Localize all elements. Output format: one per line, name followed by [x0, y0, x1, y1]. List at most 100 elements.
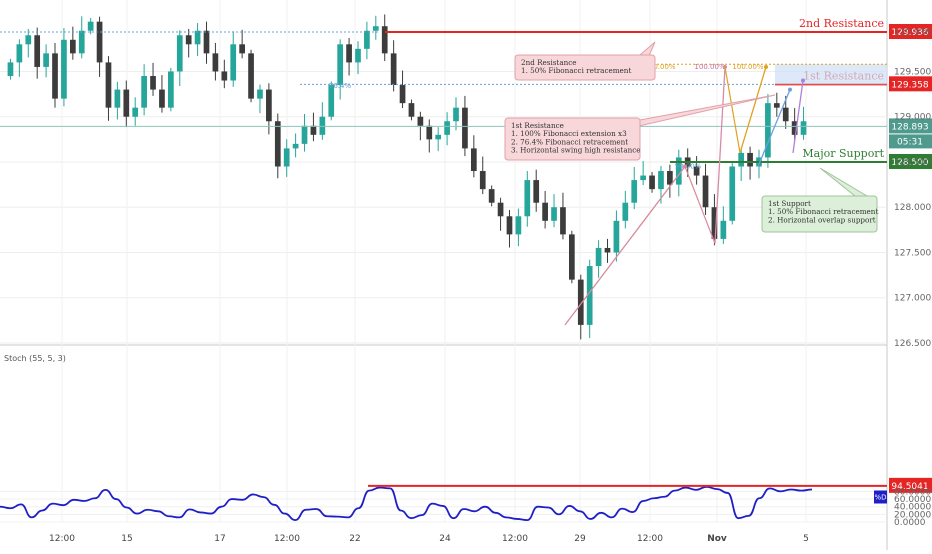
candle[interactable]	[453, 97, 459, 131]
candle[interactable]	[283, 139, 290, 177]
candle[interactable]	[337, 39, 344, 100]
candle[interactable]	[185, 28, 192, 58]
candle[interactable]	[667, 164, 673, 198]
candle[interactable]	[328, 81, 335, 121]
candle[interactable]	[114, 81, 121, 120]
candle[interactable]	[515, 208, 522, 247]
candle[interactable]	[248, 49, 254, 103]
candle[interactable]	[132, 97, 139, 126]
candle[interactable]	[274, 113, 281, 179]
candle[interactable]	[738, 147, 745, 181]
candle[interactable]	[105, 56, 112, 121]
candle[interactable]	[426, 119, 433, 153]
candle[interactable]	[292, 133, 299, 158]
candle[interactable]	[604, 238, 611, 263]
candles[interactable]	[7, 14, 807, 340]
candle[interactable]	[52, 42, 58, 108]
candle[interactable]	[720, 206, 727, 244]
level-price-text: 129.358	[891, 80, 928, 90]
candle[interactable]	[194, 23, 201, 57]
candle[interactable]	[497, 197, 504, 231]
candle[interactable]	[257, 84, 263, 114]
candle[interactable]	[168, 67, 174, 112]
candle[interactable]	[560, 192, 566, 240]
candle[interactable]	[675, 149, 682, 197]
candle[interactable]	[230, 31, 237, 87]
candle[interactable]	[25, 28, 32, 58]
candle[interactable]	[301, 114, 308, 152]
candle-body	[221, 71, 228, 81]
candle[interactable]	[542, 190, 548, 229]
candle[interactable]	[212, 42, 219, 81]
candle[interactable]	[613, 210, 620, 262]
candle[interactable]	[203, 21, 210, 64]
candle[interactable]	[506, 209, 513, 248]
candle[interactable]	[631, 166, 638, 210]
candle[interactable]	[595, 240, 602, 278]
candle[interactable]	[399, 70, 406, 109]
candle-body	[96, 21, 103, 63]
candle[interactable]	[123, 80, 130, 128]
stochastic-pane: 94.5041 %D	[0, 477, 932, 521]
candle-body	[123, 89, 130, 117]
current-price-tag	[889, 118, 932, 134]
candle[interactable]	[390, 40, 397, 92]
candle[interactable]	[319, 102, 326, 140]
candle[interactable]	[16, 39, 23, 77]
candle[interactable]	[577, 274, 584, 340]
candle[interactable]	[43, 44, 49, 78]
candle[interactable]	[239, 29, 245, 59]
candle[interactable]	[87, 18, 94, 35]
candle[interactable]	[381, 14, 388, 62]
candle[interactable]	[176, 30, 183, 86]
candle[interactable]	[533, 169, 540, 212]
candle[interactable]	[569, 230, 575, 284]
candle[interactable]	[551, 194, 557, 228]
candle[interactable]	[586, 259, 593, 339]
candle[interactable]	[435, 127, 442, 152]
candle[interactable]	[765, 94, 771, 168]
candle[interactable]	[622, 190, 629, 229]
candle[interactable]	[488, 185, 495, 207]
candle[interactable]	[61, 28, 67, 107]
level-price-tag	[889, 76, 932, 92]
candle[interactable]	[693, 156, 700, 185]
candle[interactable]	[408, 99, 415, 121]
candle[interactable]	[640, 161, 646, 186]
candle[interactable]	[649, 171, 655, 193]
candle-body	[283, 148, 290, 167]
candle[interactable]	[791, 108, 798, 142]
candle[interactable]	[355, 41, 361, 75]
candle[interactable]	[747, 146, 753, 180]
current-price-text: 128.893	[891, 122, 928, 132]
fib-arrow-line	[714, 66, 726, 244]
candle[interactable]	[34, 27, 41, 79]
candle[interactable]	[346, 37, 352, 76]
candle[interactable]	[141, 64, 147, 116]
candle-body	[497, 202, 504, 217]
candle[interactable]	[479, 156, 486, 195]
candle[interactable]	[524, 171, 531, 227]
candle[interactable]	[96, 16, 103, 77]
candle[interactable]	[444, 112, 450, 146]
candle-body	[702, 175, 709, 208]
candle[interactable]	[150, 62, 156, 96]
candle[interactable]	[372, 15, 379, 40]
candle[interactable]	[159, 75, 165, 113]
candle[interactable]	[266, 83, 272, 135]
candle[interactable]	[702, 163, 709, 215]
annotation-text: 1. 50% Fibonacci retracement	[521, 66, 631, 75]
candle[interactable]	[470, 135, 477, 178]
candle-body	[364, 30, 370, 49]
candle[interactable]	[78, 16, 85, 59]
candle[interactable]	[7, 58, 14, 80]
candle[interactable]	[711, 194, 718, 246]
candle-body	[577, 279, 584, 325]
candle-body	[266, 89, 272, 122]
candle[interactable]	[729, 162, 736, 225]
candle[interactable]	[800, 106, 807, 140]
candle[interactable]	[364, 21, 370, 60]
candle[interactable]	[221, 59, 228, 89]
candle[interactable]	[773, 92, 780, 117]
